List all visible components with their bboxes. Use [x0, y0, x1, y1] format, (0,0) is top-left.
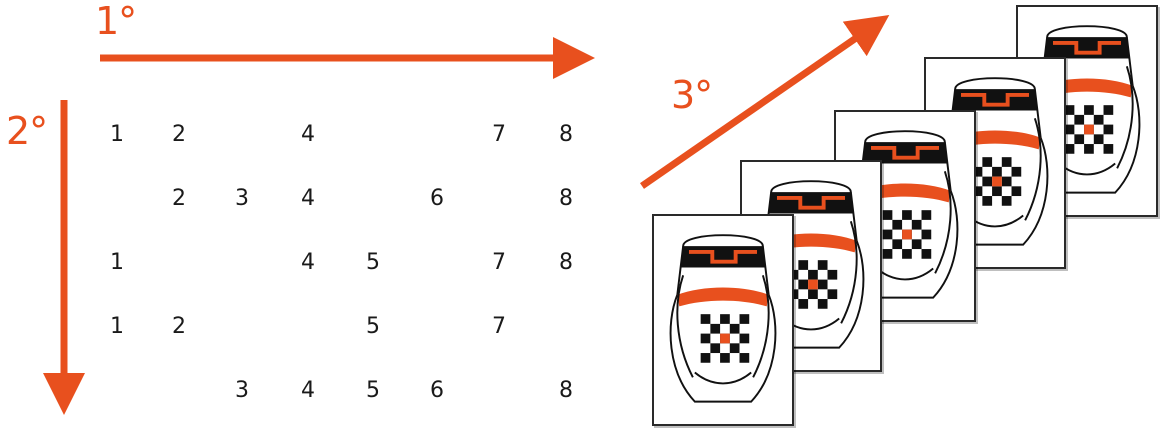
grid-cell: 4 [301, 186, 315, 211]
grid-cell: 4 [301, 378, 315, 403]
label-third-direction: 3° [671, 73, 713, 117]
grid-cell: 5 [366, 314, 380, 339]
number-grid: 1 2 4 7 8 2 3 4 6 8 1 4 5 7 8 1 2 5 7 3 4 5 6 8 [110, 122, 573, 403]
grid-cell: 3 [235, 378, 249, 403]
grid-cell: 7 [492, 314, 506, 339]
grid-cell: 8 [559, 186, 573, 211]
card-stack [640, 0, 1168, 432]
grid-cell: 1 [110, 122, 124, 147]
diagonal-arrow [640, 15, 890, 189]
label-second-direction: 2° [6, 109, 48, 153]
grid-cell: 2 [172, 122, 186, 147]
grid-cell: 6 [430, 186, 444, 211]
grid-cell: 2 [172, 314, 186, 339]
grid-cell: 4 [301, 122, 315, 147]
grid-cell: 5 [366, 378, 380, 403]
vessel-drawing-icon [669, 234, 777, 403]
vessel-card [652, 214, 794, 426]
grid-cell: 4 [301, 250, 315, 275]
grid-cell: 1 [110, 314, 124, 339]
grid-cell: 3 [235, 186, 249, 211]
grid-cell: 2 [172, 186, 186, 211]
grid-cell: 8 [559, 122, 573, 147]
grid-cell: 8 [559, 250, 573, 275]
grid-cell: 6 [430, 378, 444, 403]
label-first-direction: 1° [95, 0, 137, 43]
grid-cell: 7 [492, 122, 506, 147]
grid-cell: 8 [559, 378, 573, 403]
grid-cell: 1 [110, 250, 124, 275]
grid-cell: 7 [492, 250, 506, 275]
grid-cell: 5 [366, 250, 380, 275]
